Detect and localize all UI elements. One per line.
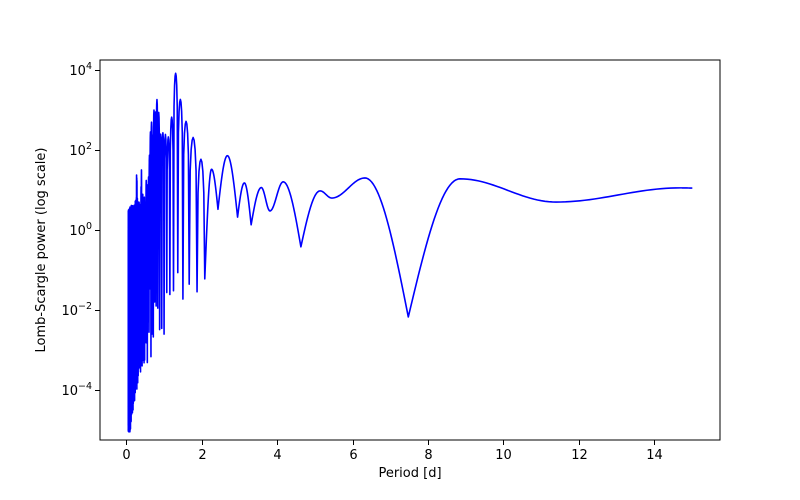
y-tick-label: 10−4: [61, 381, 92, 399]
y-tick-label: 104: [69, 61, 92, 79]
y-tick-label: 100: [69, 221, 92, 239]
x-tick-label: 6: [349, 448, 357, 463]
curve-layer: [127, 72, 693, 433]
x-axis-label: Period [d]: [378, 466, 441, 481]
axis-labels: Period [d] Lomb-Scargle power (log scale…: [34, 148, 442, 481]
x-tick-label: 8: [424, 448, 432, 463]
x-tick-label: 10: [495, 448, 512, 463]
x-tick-label: 14: [646, 448, 663, 463]
periodogram-line: [127, 72, 693, 433]
y-tick-label: 10−2: [61, 301, 92, 319]
x-tick-label: 2: [198, 448, 206, 463]
y-tick-label: 102: [69, 141, 92, 159]
x-tick-label: 4: [273, 448, 281, 463]
plot-area: [99, 59, 721, 441]
x-tick-label: 12: [571, 448, 588, 463]
x-tick-label: 0: [122, 448, 130, 463]
y-axis-label: Lomb-Scargle power (log scale): [34, 148, 49, 353]
axes: 0 2 4 6 8 10 12 14 104 102 100 10−2 10−4: [61, 59, 721, 463]
